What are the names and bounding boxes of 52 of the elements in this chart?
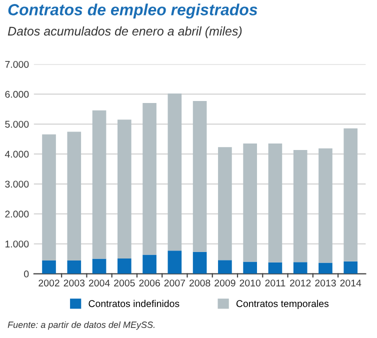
y-tick-label: 6.000 [5,90,29,98]
chart-subtitle: Datos acumulados de enero a abril (miles) [8,26,242,38]
chart-title: Contratos de empleo registrados [8,4,258,19]
bar [142,254,156,274]
y-tick-label: 4.000 [4,150,29,158]
y-tick-label: 7.000 [5,60,29,68]
bar [192,101,207,252]
bar [318,262,332,274]
y-tick-label: 5.000 [5,120,29,128]
bar [67,260,82,274]
x-tick-label: 2014 [340,280,362,286]
bar [92,110,106,259]
x-tick-label: 2012 [290,280,311,286]
bar [118,120,132,259]
x-tick-label: 2003 [64,280,85,286]
bar [142,102,156,255]
bar [168,250,182,274]
x-tick-label: 2008 [189,280,210,286]
bar [218,147,232,260]
bar [42,260,56,274]
bar [118,258,132,274]
bar [92,258,106,274]
bar [192,252,207,274]
y-tick-label: 1.000 [5,240,29,248]
x-tick-label: 2004 [88,280,110,286]
x-tick-label: 2010 [240,280,261,286]
x-tick-label: 2009 [214,280,236,286]
source-note: Fuente: a partir de datos del MEySS. [8,321,154,330]
bar [67,132,82,260]
bar [268,262,282,274]
x-tick-label: 2011 [265,280,286,286]
y-tick-label: 3.000 [5,180,29,188]
bar [42,134,56,260]
y-tick-label: 2.000 [5,210,29,218]
x-tick-label: 2005 [114,280,135,286]
bar [168,94,182,251]
bar [268,144,282,262]
bar [344,261,358,274]
x-tick-label: 2006 [139,280,160,286]
x-tick-label: 2007 [164,280,186,286]
bar [318,148,332,263]
legend-label: Contratos temporales [236,300,329,309]
bar [344,128,358,262]
bar [293,150,308,262]
x-tick-label: 2002 [38,280,60,286]
bar [218,260,232,274]
y-tick-label: 0 [24,270,29,278]
bar [243,262,257,274]
bar [293,262,308,274]
legend-label: Contratos indefinidos [88,300,180,308]
x-tick-label: 2013 [315,280,336,286]
bar [243,144,257,262]
